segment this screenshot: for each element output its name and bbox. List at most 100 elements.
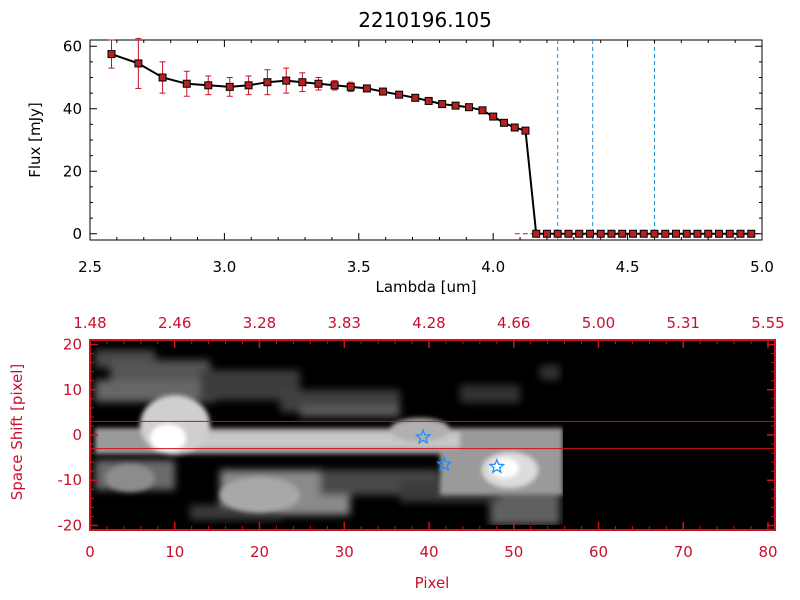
image-blobs: [95, 350, 563, 525]
spectrum-point: [158, 73, 167, 82]
image-x-tick-label: 0: [85, 543, 95, 561]
image-top-tick-label: 4.66: [497, 314, 530, 332]
spectrum-point: [596, 229, 605, 238]
spectrum-point: [510, 123, 519, 132]
image-top-tick-label: 1.48: [73, 314, 106, 332]
spectrum-point: [378, 87, 387, 96]
spectrum-point: [553, 229, 562, 238]
image-hlines: [90, 420, 775, 450]
spectrum-point: [225, 82, 234, 91]
spectrum-point: [607, 229, 616, 238]
image-x-tick-label: 80: [758, 543, 777, 561]
image-top-ticks: 1.48 2.46 3.28 3.83 4.28 4.66 5.00 5.31 5.55: [73, 314, 785, 348]
spectrum-point: [704, 229, 713, 238]
image-y-ticks: 20 10 0 -10 -20: [58, 336, 775, 534]
image-x-ticks: 0 10 20 30 40 50 60 70 80: [85, 522, 778, 561]
spectrum-point: [314, 79, 323, 88]
spectrum-point: [747, 229, 756, 238]
spectrum-point: [671, 229, 680, 238]
image-x-tick-label: 40: [419, 543, 438, 561]
spectrum-point: [424, 96, 433, 105]
image-x-tick-label: 30: [335, 543, 354, 561]
spectrum-point: [107, 50, 116, 59]
spectrum-point: [585, 229, 594, 238]
spectrum-point: [478, 106, 487, 115]
image-stars: [414, 428, 506, 474]
spectrum-point: [661, 229, 670, 238]
image-top-tick-label: 3.28: [243, 314, 276, 332]
spectrum-point: [714, 229, 723, 238]
spectrum-point: [438, 100, 447, 109]
spectrum-point: [298, 78, 307, 87]
spectrum-point: [451, 101, 460, 110]
image-y-tick-label: -20: [58, 516, 83, 534]
chart-title: 2210196.105: [358, 8, 492, 32]
spectrum-point: [521, 126, 530, 135]
spectrum-point: [628, 229, 637, 238]
spectrum-point: [182, 79, 191, 88]
image-x-tick-label: 60: [589, 543, 608, 561]
image-x-label: Pixel: [415, 574, 450, 592]
spectrum-point: [244, 81, 253, 90]
spectrum-point: [736, 229, 745, 238]
image-plot: 0 10 20 30 40 50 60 70 80 1.48 2.46 3.28 3.83 4.28 4.…: [8, 314, 785, 592]
spectrum-point: [532, 229, 541, 238]
spectrum-x-tick-label: 3.0: [212, 258, 236, 276]
spectrum-point: [282, 76, 291, 85]
spectrum-point: [411, 93, 420, 102]
spectrum-line: [111, 53, 752, 235]
spectrum-y-tick-label: 0: [72, 225, 82, 243]
spectrum-point: [395, 90, 404, 99]
image-y-tick-label: 10: [63, 381, 82, 399]
star-marker: [414, 428, 432, 445]
spectrum-point: [639, 229, 648, 238]
image-y-label: Space Shift [pixel]: [8, 364, 26, 501]
spectrum-point: [134, 59, 143, 68]
spectrum-y-tick-label: 20: [63, 162, 82, 180]
spectrum-point: [575, 229, 584, 238]
image-x-tick-label: 20: [250, 543, 269, 561]
spectrum-point: [650, 229, 659, 238]
spectrum-point: [465, 103, 474, 112]
spectrum-x-ticks: 2.5 3.0 3.5 4.0 4.5 5.0: [78, 40, 774, 276]
spectrum-y-ticks: 0 20 40 60: [63, 37, 762, 243]
spectrum-x-tick-label: 4.0: [481, 258, 505, 276]
spectrum-point: [693, 229, 702, 238]
image-top-tick-label: 5.55: [751, 314, 784, 332]
image-y-tick-label: 20: [63, 336, 82, 354]
image-top-tick-label: 5.00: [582, 314, 615, 332]
spectrum-markers: [107, 50, 756, 238]
image-top-tick-label: 2.46: [158, 314, 191, 332]
image-top-tick-label: 4.28: [412, 314, 445, 332]
spectrum-point: [330, 81, 339, 90]
star-marker: [488, 457, 506, 474]
spectrum-point: [263, 78, 272, 87]
image-x-tick-label: 50: [504, 543, 523, 561]
spectrum-point: [682, 229, 691, 238]
image-y-tick-label: 0: [72, 426, 82, 444]
image-x-tick-label: 10: [165, 543, 184, 561]
spectrum-y-label: Flux [mJy]: [26, 102, 44, 178]
spectrum-point: [346, 82, 355, 91]
spectrum-point: [489, 112, 498, 121]
spectrum-point: [499, 118, 508, 127]
spectrum-x-tick-label: 5.0: [750, 258, 774, 276]
star-marker: [435, 455, 453, 472]
image-y-tick-label: -10: [58, 471, 83, 489]
spectrum-x-tick-label: 2.5: [78, 258, 102, 276]
spectrum-x-tick-label: 4.5: [616, 258, 640, 276]
spectrum-point: [542, 229, 551, 238]
spectrum-y-tick-label: 40: [63, 100, 82, 118]
spectrum-plot: 2.5 3.0 3.5 4.0 4.5 5.0 0 20 40 60 Lambda [um] F…: [26, 37, 774, 296]
spectrum-vlines: [514, 40, 762, 240]
image-top-tick-label: 3.83: [328, 314, 361, 332]
spectrum-point: [204, 81, 213, 90]
spectrum-point: [564, 229, 573, 238]
spectrum-point: [362, 84, 371, 93]
spectrum-point: [725, 229, 734, 238]
spectrum-x-tick-label: 3.5: [347, 258, 371, 276]
spectrum-x-label: Lambda [um]: [376, 278, 477, 296]
spectrum-frame: [89, 39, 763, 241]
spectrum-point: [618, 229, 627, 238]
